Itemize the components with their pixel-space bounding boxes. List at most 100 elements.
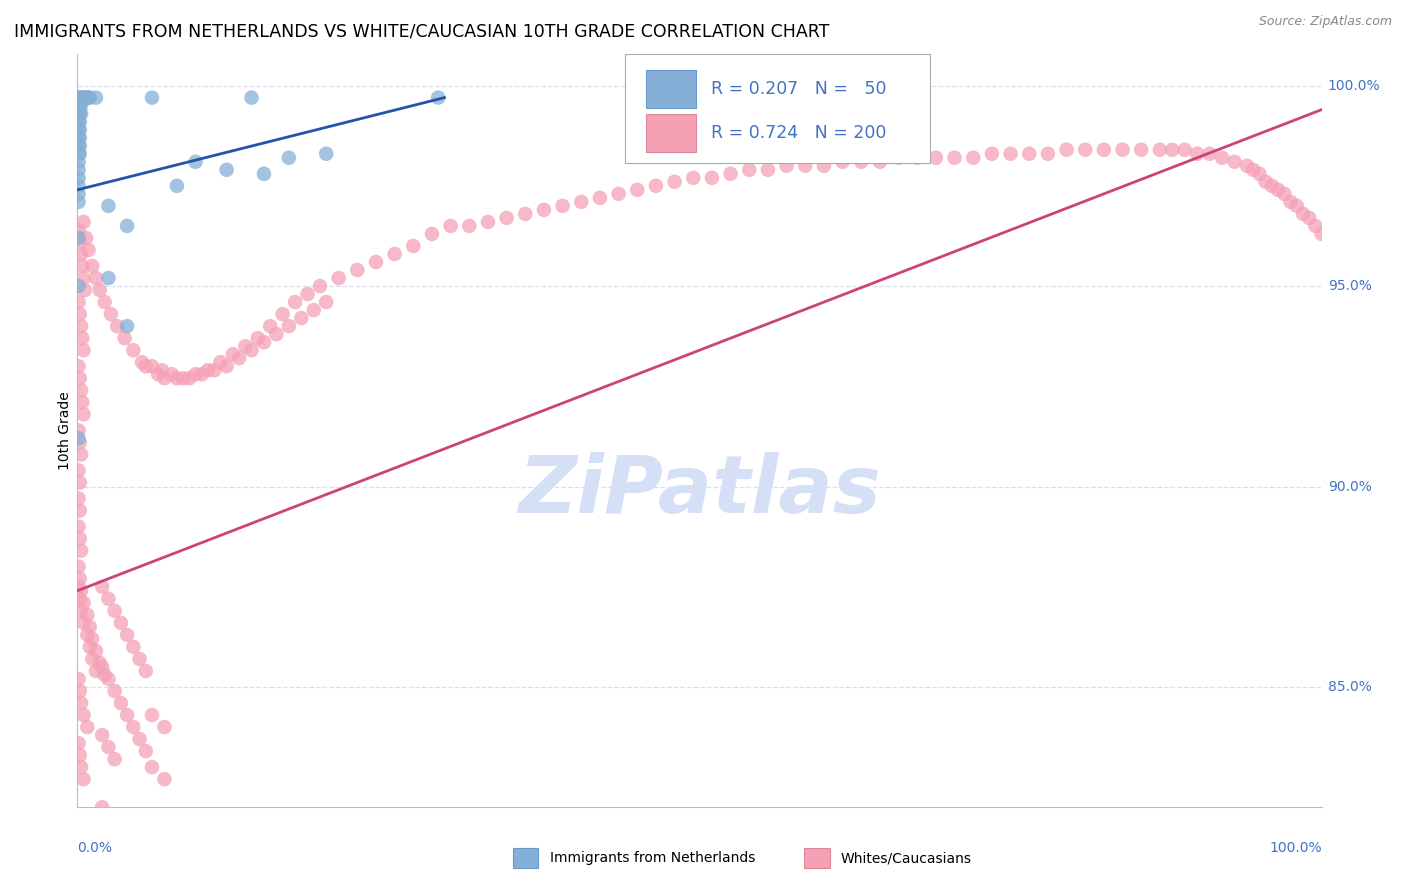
- Point: [110, 836, 132, 850]
- Text: IMMIGRANTS FROM NETHERLANDS VS WHITE/CAUCASIAN 10TH GRADE CORRELATION CHART: IMMIGRANTS FROM NETHERLANDS VS WHITE/CAU…: [14, 22, 830, 40]
- Point: [402, 239, 425, 253]
- Point: [191, 368, 214, 382]
- Point: [75, 231, 97, 245]
- Point: [925, 151, 948, 165]
- Point: [297, 287, 319, 301]
- Text: R = 0.724   N = 200: R = 0.724 N = 200: [710, 124, 886, 142]
- Point: [551, 199, 574, 213]
- Point: [440, 219, 463, 233]
- Point: [69, 475, 91, 490]
- Point: [75, 90, 97, 104]
- Point: [67, 463, 90, 477]
- Point: [259, 319, 281, 334]
- Point: [69, 98, 91, 112]
- Y-axis label: 10th Grade: 10th Grade: [58, 391, 72, 470]
- Point: [1211, 151, 1233, 165]
- Point: [533, 202, 555, 217]
- Point: [70, 106, 93, 120]
- Point: [100, 307, 122, 321]
- Point: [228, 351, 250, 366]
- Point: [67, 672, 90, 686]
- Point: [122, 343, 145, 358]
- Point: [97, 672, 120, 686]
- Point: [72, 259, 94, 273]
- Point: [887, 151, 910, 165]
- Point: [664, 175, 686, 189]
- Point: [76, 90, 98, 104]
- Point: [1074, 143, 1097, 157]
- Point: [869, 154, 891, 169]
- Point: [67, 519, 90, 533]
- Point: [69, 503, 91, 517]
- Point: [69, 435, 91, 450]
- Point: [67, 736, 90, 750]
- Point: [328, 271, 350, 285]
- Point: [91, 880, 114, 892]
- Point: [69, 748, 91, 763]
- Text: Immigrants from Netherlands: Immigrants from Netherlands: [550, 851, 755, 865]
- Point: [851, 154, 873, 169]
- Point: [1279, 194, 1302, 209]
- Point: [153, 720, 176, 734]
- Point: [67, 231, 90, 245]
- Point: [1261, 178, 1284, 193]
- Point: [458, 219, 481, 233]
- Point: [1149, 143, 1171, 157]
- Point: [67, 424, 90, 438]
- Point: [128, 652, 150, 666]
- Point: [79, 640, 101, 654]
- Point: [831, 154, 853, 169]
- Point: [70, 447, 93, 461]
- Point: [67, 122, 90, 136]
- Point: [79, 620, 101, 634]
- Text: R = 0.207   N =   50: R = 0.207 N = 50: [710, 80, 886, 98]
- Point: [69, 235, 91, 249]
- Point: [135, 744, 157, 758]
- Point: [67, 154, 90, 169]
- Point: [233, 339, 256, 353]
- Point: [69, 138, 91, 153]
- Point: [128, 732, 150, 747]
- Point: [148, 368, 170, 382]
- Point: [67, 146, 90, 161]
- Point: [115, 708, 138, 723]
- Point: [277, 319, 299, 334]
- Point: [682, 170, 704, 185]
- Point: [73, 283, 96, 297]
- Point: [114, 331, 136, 345]
- Point: [115, 319, 138, 334]
- Point: [69, 114, 91, 128]
- Point: [495, 211, 517, 225]
- Point: [222, 347, 245, 361]
- Point: [104, 824, 127, 838]
- Point: [67, 138, 90, 153]
- Point: [202, 363, 225, 377]
- Point: [104, 752, 127, 766]
- Text: 100.0%: 100.0%: [1327, 78, 1381, 93]
- Text: 85.0%: 85.0%: [1327, 680, 1372, 694]
- Point: [1305, 219, 1327, 233]
- Point: [97, 812, 120, 826]
- Point: [69, 146, 91, 161]
- Point: [215, 162, 238, 177]
- Point: [69, 307, 91, 321]
- Point: [266, 327, 288, 342]
- Point: [91, 580, 114, 594]
- Point: [70, 319, 93, 334]
- Point: [364, 255, 387, 269]
- Point: [626, 183, 648, 197]
- Point: [1241, 162, 1264, 177]
- Point: [67, 580, 90, 594]
- Point: [105, 319, 128, 334]
- Point: [284, 295, 307, 310]
- Point: [73, 90, 96, 104]
- Point: [70, 90, 93, 104]
- Point: [1161, 143, 1184, 157]
- Point: [794, 159, 817, 173]
- Point: [70, 247, 93, 261]
- Point: [110, 615, 132, 630]
- Point: [179, 371, 201, 385]
- Point: [97, 271, 120, 285]
- Point: [607, 186, 630, 201]
- Point: [131, 355, 153, 369]
